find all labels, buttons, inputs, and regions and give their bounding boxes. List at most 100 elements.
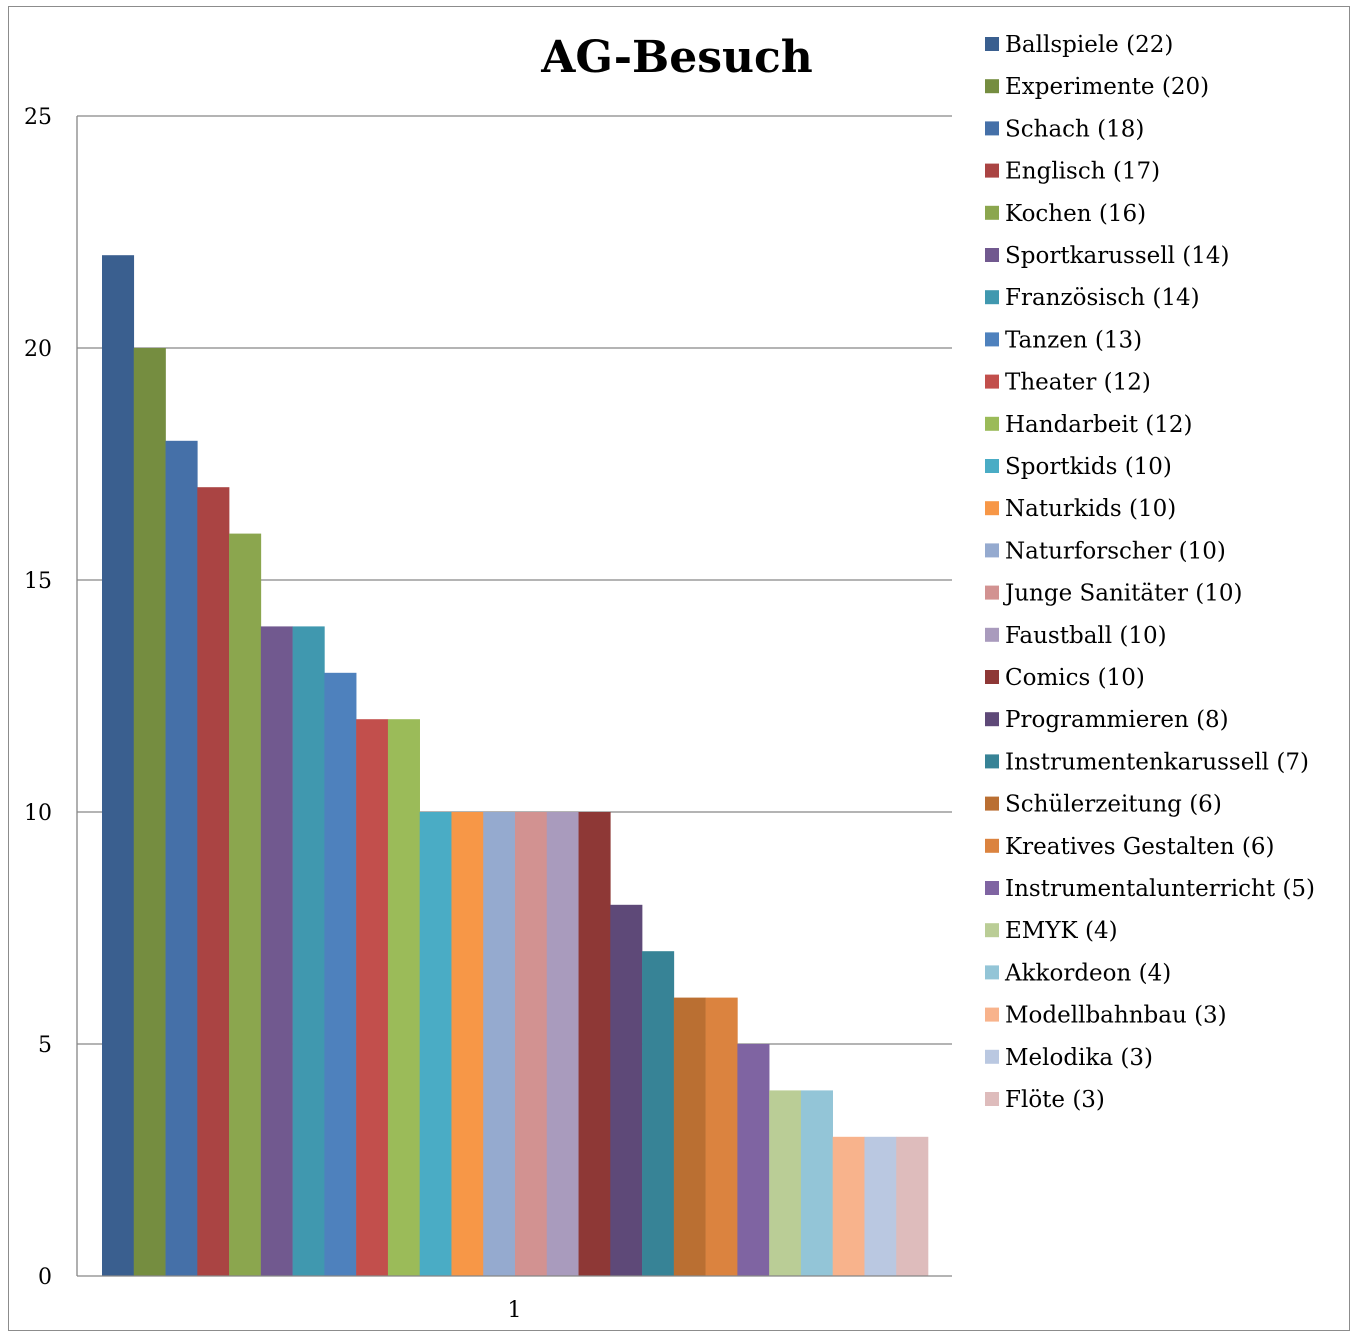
bar-6 [260, 626, 293, 1276]
legend-label: EMYK (4) [1005, 918, 1118, 944]
x-tick-label-1: 1 [508, 1298, 522, 1323]
legend-swatch [985, 627, 999, 642]
legend-label: Naturforscher (10) [1005, 538, 1226, 564]
legend-swatch [985, 1007, 999, 1022]
y-tick-label-20: 20 [24, 337, 52, 362]
legend-label: Naturkids (10) [1005, 496, 1176, 522]
legend-item: Modellbahnbau (3) [985, 1003, 1227, 1029]
legend-item: Kochen (16) [985, 201, 1146, 227]
legend-swatch [985, 37, 999, 51]
bar-17 [610, 904, 643, 1276]
x-axis-tick-labels: 1 [508, 1298, 522, 1323]
legend-label: Schülerzeitung (6) [1005, 792, 1222, 818]
legend-label: Experimente (20) [1005, 74, 1209, 100]
bar-13 [483, 812, 516, 1276]
legend-swatch [985, 290, 999, 305]
chart-title: AG-Besuch [540, 32, 813, 83]
bar-11 [419, 812, 452, 1276]
legend-swatch [985, 374, 999, 389]
legend-swatch [985, 248, 999, 262]
legend-label: Instrumentalunterricht (5) [1005, 876, 1315, 902]
legend-swatch [985, 754, 999, 769]
legend-label: Englisch (17) [1005, 159, 1160, 185]
legend-label: Handarbeit (12) [1005, 412, 1192, 438]
bar-1 [102, 255, 135, 1276]
legend-label: Kreatives Gestalten (6) [1005, 834, 1274, 860]
bar-15 [546, 812, 579, 1276]
legend-item: Ballspiele (22) [985, 32, 1173, 58]
legend-swatch [985, 163, 999, 178]
bar-7 [292, 626, 325, 1276]
legend-swatch [985, 796, 999, 811]
legend-swatch [985, 670, 999, 684]
bar-19 [673, 997, 706, 1276]
legend-label: Comics (10) [1005, 665, 1145, 691]
bar-22 [769, 1090, 802, 1276]
legend-swatch [985, 121, 999, 136]
bar-5 [229, 533, 262, 1276]
legend-item: Sportkids (10) [985, 454, 1172, 480]
bar-14 [515, 812, 548, 1276]
legend-item: EMYK (4) [985, 918, 1118, 944]
legend-swatch [985, 712, 999, 727]
legend-label: Tanzen (13) [1005, 327, 1142, 353]
legend-swatch [985, 501, 999, 516]
legend-label: Französisch (14) [1005, 285, 1200, 311]
legend-swatch [985, 459, 999, 473]
legend-item: Programmieren (8) [985, 707, 1229, 733]
legend-item: Schülerzeitung (6) [985, 792, 1222, 818]
legend-swatch [985, 1092, 999, 1106]
bar-12 [451, 812, 484, 1276]
bar-21 [737, 1044, 770, 1276]
bars [102, 255, 929, 1276]
legend-label: Schach (18) [1005, 116, 1144, 142]
legend-item: Französisch (14) [985, 285, 1200, 311]
legend-label: Flöte (3) [1005, 1087, 1105, 1113]
legend-item: Sportkarussell (14) [985, 243, 1229, 269]
bar-26 [896, 1136, 929, 1276]
legend-swatch [985, 585, 999, 600]
legend-label: Akkordeon (4) [1004, 960, 1171, 986]
y-tick-label-15: 15 [24, 569, 52, 594]
legend-item: Tanzen (13) [985, 327, 1142, 353]
legend-swatch [985, 838, 999, 853]
bar-16 [578, 812, 611, 1276]
legend-label: Melodika (3) [1005, 1045, 1153, 1071]
bar-8 [324, 672, 357, 1276]
bar-20 [705, 997, 738, 1276]
legend-item: Naturforscher (10) [985, 538, 1226, 564]
y-tick-label-10: 10 [24, 801, 52, 826]
legend-label: Programmieren (8) [1005, 707, 1229, 733]
bar-10 [387, 719, 420, 1276]
y-axis-tick-labels: 0 5 10 15 20 25 [24, 105, 52, 1290]
legend-item: Flöte (3) [985, 1087, 1105, 1113]
bar-23 [800, 1090, 833, 1276]
bar-4 [197, 487, 230, 1276]
legend-label: Sportkarussell (14) [1005, 243, 1229, 269]
legend-label: Sportkids (10) [1005, 454, 1172, 480]
legend-label: Junge Sanitäter (10) [1003, 581, 1242, 607]
legend-item: Junge Sanitäter (10) [985, 581, 1242, 607]
legend-swatch [985, 332, 999, 347]
y-tick-label-0: 0 [38, 1265, 52, 1290]
bar-2 [133, 348, 166, 1276]
bar-18 [642, 951, 675, 1276]
axes [76, 116, 952, 1277]
legend-label: Kochen (16) [1005, 201, 1146, 227]
legend-swatch [985, 79, 999, 94]
legend-item: Handarbeit (12) [985, 412, 1192, 438]
legend-item: Instrumentenkarussell (7) [985, 749, 1309, 775]
legend: Ballspiele (22) Experimente (20) Schach (1… [985, 32, 1315, 1113]
legend-label: Faustball (10) [1005, 623, 1167, 649]
legend-item: Comics (10) [985, 665, 1145, 691]
legend-swatch [985, 1049, 999, 1064]
legend-item: Kreatives Gestalten (6) [985, 834, 1274, 860]
legend-item: Naturkids (10) [985, 496, 1176, 522]
legend-item: Faustball (10) [985, 623, 1167, 649]
legend-item: Theater (12) [985, 370, 1151, 396]
bar-24 [832, 1136, 865, 1276]
bar-9 [356, 719, 389, 1276]
bar-25 [864, 1136, 897, 1276]
bar-3 [165, 440, 198, 1276]
legend-swatch [985, 881, 999, 895]
